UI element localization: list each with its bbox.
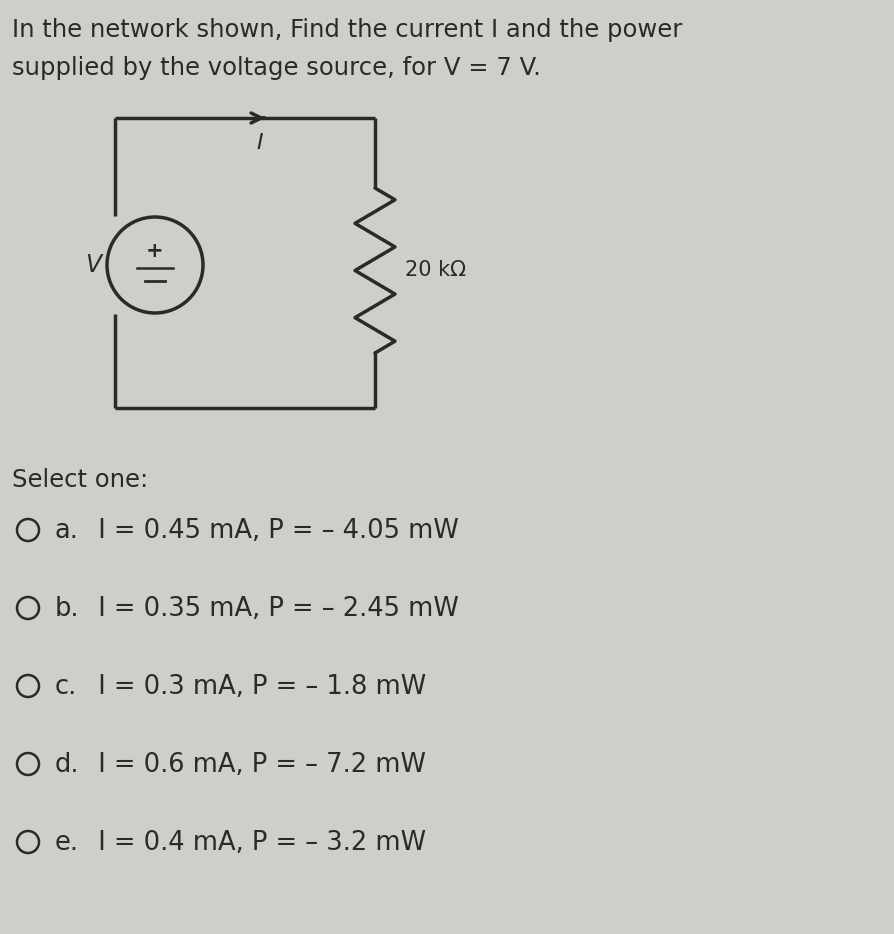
Text: I = 0.35 mA, P = – 2.45 mW: I = 0.35 mA, P = – 2.45 mW [82, 596, 459, 622]
Text: supplied by the voltage source, for V = 7 V.: supplied by the voltage source, for V = … [12, 56, 541, 80]
Text: e.: e. [55, 830, 79, 856]
Text: a.: a. [55, 518, 79, 544]
Text: I = 0.45 mA, P = – 4.05 mW: I = 0.45 mA, P = – 4.05 mW [82, 518, 459, 544]
Text: Select one:: Select one: [12, 468, 148, 492]
Text: In the network shown, Find the current I and the power: In the network shown, Find the current I… [12, 18, 682, 42]
Text: V: V [85, 253, 101, 277]
Text: +: + [147, 241, 164, 261]
Text: c.: c. [55, 674, 77, 700]
Text: I = 0.3 mA, P = – 1.8 mW: I = 0.3 mA, P = – 1.8 mW [82, 674, 426, 700]
Text: I = 0.4 mA, P = – 3.2 mW: I = 0.4 mA, P = – 3.2 mW [82, 830, 426, 856]
Text: 20 kΩ: 20 kΩ [405, 261, 466, 280]
Text: I: I [257, 133, 264, 153]
Text: d.: d. [55, 752, 80, 778]
Text: I = 0.6 mA, P = – 7.2 mW: I = 0.6 mA, P = – 7.2 mW [82, 752, 426, 778]
Text: b.: b. [55, 596, 80, 622]
